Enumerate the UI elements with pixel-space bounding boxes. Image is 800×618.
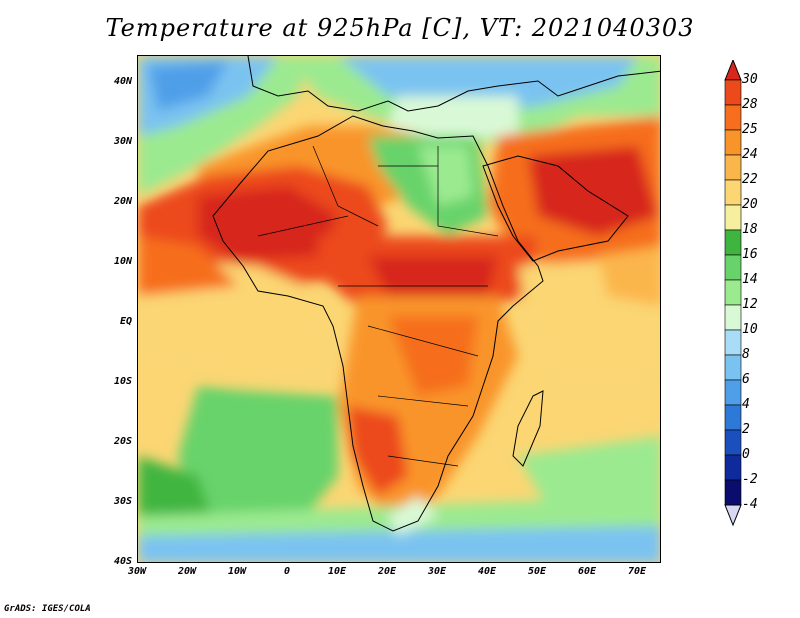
lon-tick: 10W: [227, 566, 247, 577]
colorbar-segment: [724, 279, 742, 306]
lon-tick: 60E: [577, 566, 597, 577]
colorbar-segment: [724, 154, 742, 181]
colorbar-label: 18: [742, 222, 758, 237]
colorbar-segment: [724, 129, 742, 156]
lat-tick: 10S: [113, 376, 132, 387]
colorbar-label: 2: [742, 422, 750, 437]
lat-tick: 30N: [113, 136, 132, 147]
colorbar-segment: [724, 254, 742, 281]
colorbar-label: 24: [742, 147, 758, 162]
madagascar-coastline: [512, 390, 544, 467]
colorbar-label: 16: [742, 247, 758, 262]
country-borders: [257, 145, 499, 467]
lat-tick: 20N: [113, 196, 132, 207]
lon-tick: 20W: [177, 566, 197, 577]
colorbar-segment: [724, 354, 742, 381]
colorbar-label: 10: [742, 322, 758, 337]
colorbar-label: -2: [742, 472, 758, 487]
colorbar-label: 8: [742, 347, 750, 362]
lat-tick: 30S: [113, 496, 132, 507]
colorbar-segment: [724, 479, 742, 506]
colorbar-segment: [724, 304, 742, 331]
arabia-coastline: [482, 155, 629, 262]
lat-tick: 40N: [113, 76, 132, 87]
colorbar-label: -4: [742, 497, 758, 512]
colorbar-label: 4: [742, 397, 750, 412]
lon-tick: 0: [283, 566, 291, 577]
colorbar-segment: [724, 229, 742, 256]
lon-tick: 20E: [377, 566, 397, 577]
map-frame: [137, 55, 661, 563]
colorbar-segment: [724, 379, 742, 406]
colorbar-segment: [724, 404, 742, 431]
temperature-map: [138, 56, 660, 562]
colorbar-label: 12: [742, 297, 758, 312]
lat-tick: 20S: [113, 436, 132, 447]
lon-tick: 40E: [477, 566, 497, 577]
lon-tick: 70E: [627, 566, 647, 577]
africa-coastline: [212, 115, 544, 532]
colorbar: [724, 60, 742, 527]
colorbar-label: 25: [742, 122, 758, 137]
colorbar-segment: [724, 429, 742, 456]
colorbar-label: 20: [742, 197, 758, 212]
colorbar-label: 30: [742, 72, 758, 87]
credit-text: GrADS: IGES/COLA: [4, 604, 91, 614]
colorbar-segment: [724, 79, 742, 106]
lat-tick: 40S: [113, 556, 132, 567]
lon-tick: 50E: [527, 566, 547, 577]
colorbar-label: 0: [742, 447, 750, 462]
colorbar-bottom-arrow: [724, 504, 742, 527]
colorbar-segment: [724, 204, 742, 231]
colorbar-label: 22: [742, 172, 758, 187]
map-title: Temperature at 925hPa [C], VT: 202104030…: [105, 14, 695, 42]
colorbar-label: 28: [742, 97, 758, 112]
lat-tick: 10N: [113, 256, 132, 267]
colorbar-label: 14: [742, 272, 758, 287]
colorbar-segment: [724, 179, 742, 206]
colorbar-segment: [724, 329, 742, 356]
lon-tick: 30W: [127, 566, 147, 577]
south-atlantic-cool: [178, 386, 338, 526]
lon-tick: 10E: [327, 566, 347, 577]
colorbar-top-arrow: [724, 60, 742, 81]
lon-tick: 30E: [427, 566, 447, 577]
colorbar-segment: [724, 104, 742, 131]
colorbar-label: 6: [742, 372, 750, 387]
colorbar-segment: [724, 454, 742, 481]
lat-tick: EQ: [119, 316, 132, 327]
europe-coastline: [247, 56, 660, 112]
